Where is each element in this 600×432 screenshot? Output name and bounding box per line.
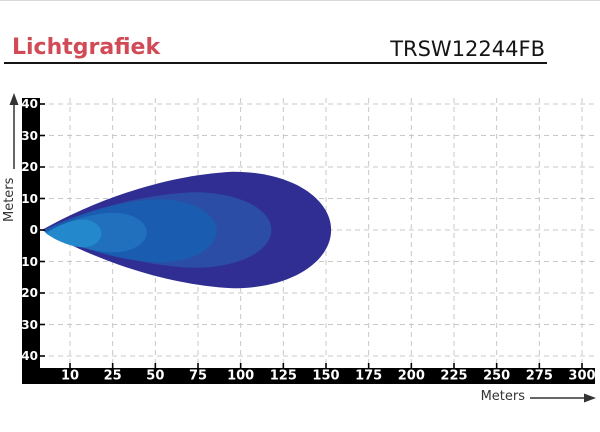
y-tick-label: 30 [21, 128, 38, 143]
x-tick-label: 300 [568, 368, 596, 384]
x-axis-bar: 10 25 50 75 100 125 150 175 200 225 250 275 300 [22, 368, 596, 384]
x-tick-label: 275 [525, 368, 553, 384]
y-tick-label: 20 [21, 160, 38, 174]
header-divider [4, 62, 547, 64]
y-tick-label: 20 [21, 286, 38, 300]
y-axis-up-arrow-icon [9, 93, 19, 169]
page-title: Lichtgrafiek [12, 35, 161, 60]
y-tick-label: 10 [21, 191, 38, 206]
x-tick-label: 200 [397, 368, 425, 384]
product-code: TRSW12244FB [390, 37, 545, 61]
x-axis-right-arrow-icon [530, 393, 596, 403]
y-tick-label: 40 [21, 97, 38, 111]
x-tick-label: 10 [60, 368, 80, 384]
x-tick-label: 225 [440, 368, 468, 384]
y-axis-bar: 40 30 20 10 0 10 20 30 40 [21, 97, 40, 384]
y-tick-label: 0 [29, 223, 38, 237]
x-tick-label: 125 [269, 368, 297, 384]
x-axis-label: Meters [480, 389, 525, 404]
x-tick-label: 100 [227, 368, 255, 384]
x-tick-label: 25 [103, 368, 122, 384]
y-tick-label: 40 [21, 349, 38, 363]
x-tick-label: 175 [355, 368, 383, 384]
beam-zone-1-inner [46, 219, 102, 248]
x-tick-label: 150 [312, 368, 340, 384]
y-axis-label: Meters [2, 177, 17, 223]
x-tick-label: 75 [188, 368, 208, 384]
y-tick-label: 30 [21, 317, 38, 332]
x-tick-label: 250 [483, 368, 511, 384]
y-tick-label: 10 [21, 254, 38, 269]
beam-pattern-plot [40, 98, 595, 368]
x-tick-label: 50 [146, 368, 165, 384]
